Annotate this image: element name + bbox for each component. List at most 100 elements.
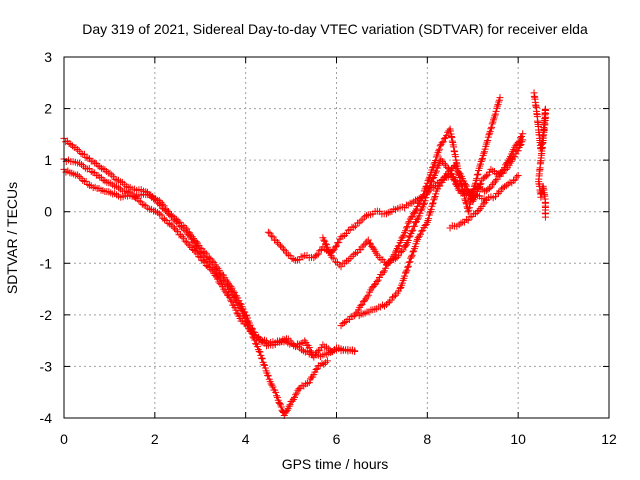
data-point (268, 381, 276, 389)
data-point (195, 253, 203, 261)
data-point (108, 171, 116, 179)
data-point (314, 250, 322, 258)
data-point (501, 183, 509, 191)
data-point (436, 142, 444, 150)
data-point (172, 215, 180, 223)
data-point (459, 190, 467, 198)
data-point (450, 174, 458, 182)
data-point (87, 168, 95, 176)
data-point (448, 165, 456, 173)
data-point (404, 219, 412, 227)
data-point (312, 365, 320, 373)
data-point (454, 185, 462, 193)
series-track-8 (446, 196, 490, 232)
data-point (455, 221, 463, 229)
data-point (292, 391, 300, 399)
y-tick-label: -2 (40, 307, 53, 323)
data-point (264, 372, 272, 380)
data-point (387, 296, 395, 304)
data-point (320, 360, 328, 368)
data-point (227, 296, 235, 304)
data-point (164, 219, 172, 227)
data-point (382, 210, 390, 218)
series-track-3 (60, 155, 359, 361)
data-point (506, 159, 514, 167)
data-point (264, 228, 272, 236)
data-point (361, 213, 369, 221)
data-point (476, 181, 484, 189)
data-point (451, 161, 459, 169)
data-point (487, 165, 495, 173)
data-point (464, 216, 472, 224)
data-point (283, 406, 291, 414)
data-point (471, 194, 479, 202)
data-point (432, 156, 440, 164)
data-point (409, 248, 417, 256)
data-point (439, 138, 447, 146)
data-point (135, 197, 143, 205)
data-point (276, 242, 284, 250)
series-track-9 (530, 89, 549, 221)
data-point (429, 163, 437, 171)
data-point (357, 301, 365, 309)
data-point (488, 120, 496, 128)
data-point (423, 189, 431, 197)
data-point (426, 182, 434, 190)
data-point (514, 147, 522, 155)
data-point (138, 200, 146, 208)
data-point (422, 183, 430, 191)
data-point (101, 166, 109, 174)
data-point (484, 136, 492, 144)
data-point (502, 166, 510, 174)
data-point (407, 253, 415, 261)
data-point (435, 145, 443, 153)
data-point (322, 240, 330, 248)
data-point (519, 136, 527, 144)
data-point (214, 275, 222, 283)
data-point (246, 326, 254, 334)
data-point (464, 208, 472, 216)
data-point (432, 190, 440, 198)
data-point (344, 256, 352, 264)
data-point (465, 204, 473, 212)
data-point (456, 173, 464, 181)
data-point (429, 199, 437, 207)
data-point (410, 198, 418, 206)
data-point (480, 149, 488, 157)
data-point (167, 221, 175, 229)
data-point (518, 138, 526, 146)
data-point (293, 389, 301, 397)
data-point (277, 403, 285, 411)
data-point (201, 248, 209, 256)
data-point (462, 215, 470, 223)
x-tick-label: 8 (423, 431, 431, 447)
data-point (273, 238, 281, 246)
x-tick-label: 0 (60, 431, 68, 447)
data-point (207, 266, 215, 274)
data-point (482, 196, 490, 204)
data-point (424, 188, 432, 196)
data-point (350, 223, 358, 231)
data-point (473, 175, 481, 183)
data-point (252, 340, 260, 348)
data-point (245, 325, 253, 333)
data-point (457, 189, 465, 197)
data-point (445, 168, 453, 176)
data-point (478, 176, 486, 184)
x-tick-label: 12 (601, 431, 617, 447)
data-point (286, 401, 294, 409)
data-point (77, 149, 85, 157)
data-point (179, 221, 187, 229)
data-point (452, 163, 460, 171)
data-point (396, 284, 404, 292)
data-point (474, 170, 482, 178)
data-point (462, 199, 470, 207)
data-point (202, 250, 210, 258)
data-point (171, 214, 179, 222)
data-point (476, 162, 484, 170)
series-track-2 (60, 165, 359, 361)
x-tick-label: 10 (510, 431, 526, 447)
data-point (351, 347, 359, 355)
data-point (323, 357, 331, 365)
data-point (184, 240, 192, 248)
